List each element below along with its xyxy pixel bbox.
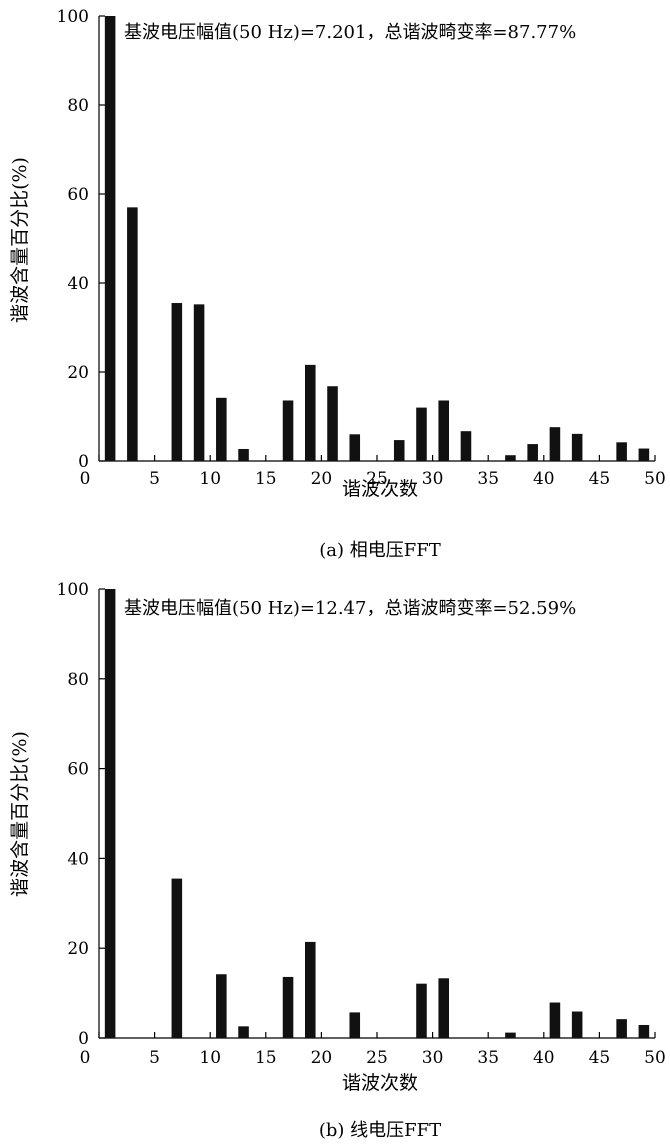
bar-harmonic-13 bbox=[238, 448, 249, 461]
bar-harmonic-11 bbox=[216, 397, 227, 461]
bar-harmonic-1 bbox=[104, 589, 116, 1038]
y-tick-label: 0 bbox=[78, 1029, 89, 1049]
bar-harmonic-37 bbox=[505, 1032, 516, 1038]
bar-harmonic-27 bbox=[393, 440, 405, 461]
y-tick-label: 60 bbox=[67, 760, 89, 780]
bar-harmonic-31 bbox=[438, 400, 450, 461]
x-tick-label: 40 bbox=[533, 469, 555, 489]
y-tick-label: 80 bbox=[67, 96, 89, 116]
bar-harmonic-33 bbox=[460, 431, 472, 461]
x-tick-label: 25 bbox=[366, 1048, 388, 1068]
y-tick-label: 100 bbox=[57, 7, 89, 27]
y-tick-label: 20 bbox=[67, 363, 89, 383]
x-tick-label: 0 bbox=[80, 1048, 91, 1068]
bar-harmonic-21 bbox=[327, 386, 338, 461]
bar-harmonic-47 bbox=[616, 442, 627, 461]
bar-harmonic-39 bbox=[527, 444, 538, 461]
chart-line-voltage-fft: 0 20 40 60 80 100 0 5 10 15 20 25 30 35 40 45 50 基波电压幅值(… bbox=[9, 580, 666, 1141]
x-tick-label: 15 bbox=[255, 469, 277, 489]
bar-harmonic-31 bbox=[438, 978, 450, 1038]
x-tick-label: 35 bbox=[477, 469, 499, 489]
y-axis-label: 谐波含量百分比(%) bbox=[9, 157, 31, 323]
x-tick-label: 10 bbox=[199, 1048, 221, 1068]
bar-harmonic-17 bbox=[282, 400, 294, 461]
bar-harmonic-7 bbox=[171, 303, 183, 461]
bar-harmonic-23 bbox=[349, 1012, 361, 1038]
bar-harmonic-3 bbox=[127, 207, 138, 461]
chart-phase-voltage-fft: 0 20 40 60 80 100 0 5 10 15 20 25 30 35 40 45 50 基波电压幅值(… bbox=[9, 7, 666, 561]
x-tick-label: 5 bbox=[149, 1048, 160, 1068]
bar-harmonic-9 bbox=[193, 304, 205, 461]
x-axis-label: 谐波次数 bbox=[342, 478, 418, 500]
x-tick-label: 0 bbox=[80, 469, 91, 489]
x-tick-label: 20 bbox=[311, 1048, 333, 1068]
x-tick-label: 35 bbox=[477, 1048, 499, 1068]
bar-harmonic-49 bbox=[638, 1024, 650, 1038]
plot-area: 0 20 40 60 80 100 0 5 10 15 20 25 30 35 40 45 50 bbox=[57, 7, 666, 489]
bar-harmonic-1 bbox=[104, 16, 116, 461]
bar-harmonic-13 bbox=[238, 1026, 249, 1038]
bar-harmonic-47 bbox=[616, 1019, 627, 1038]
y-axis-label: 谐波含量百分比(%) bbox=[9, 731, 31, 897]
y-tick-label: 0 bbox=[78, 452, 89, 472]
bar-harmonic-19 bbox=[304, 364, 316, 461]
x-tick-label: 30 bbox=[422, 469, 444, 489]
bar-harmonic-49 bbox=[638, 448, 650, 461]
chart-annotation: 基波电压幅值(50 Hz)=7.201，总谐波畸变率=87.77% bbox=[124, 22, 576, 43]
chart-caption: (b) 线电压FFT bbox=[319, 1120, 441, 1141]
bar-harmonic-37 bbox=[505, 455, 516, 461]
bar-harmonic-41 bbox=[549, 1002, 561, 1038]
y-tick-label: 20 bbox=[67, 939, 89, 959]
x-tick-label: 5 bbox=[149, 469, 160, 489]
y-tick-label: 100 bbox=[57, 580, 89, 600]
y-tick-label: 40 bbox=[67, 274, 89, 294]
bar-harmonic-41 bbox=[549, 427, 561, 461]
x-tick-label: 50 bbox=[644, 1048, 666, 1068]
x-tick-label: 30 bbox=[422, 1048, 444, 1068]
bar-harmonic-11 bbox=[216, 974, 227, 1038]
x-tick-label: 25 bbox=[366, 469, 388, 489]
bar-harmonic-43 bbox=[571, 433, 583, 461]
y-tick-label: 40 bbox=[67, 849, 89, 869]
x-tick-label: 40 bbox=[533, 1048, 555, 1068]
chart-annotation: 基波电压幅值(50 Hz)=12.47，总谐波畸变率=52.59% bbox=[124, 598, 576, 619]
bar-harmonic-29 bbox=[416, 407, 427, 461]
x-axis-label: 谐波次数 bbox=[342, 1072, 418, 1094]
plot-area: 0 20 40 60 80 100 0 5 10 15 20 25 30 35 40 45 50 bbox=[57, 580, 666, 1068]
chart-caption: (a) 相电压FFT bbox=[319, 540, 440, 561]
bar-harmonic-23 bbox=[349, 434, 361, 461]
bar-harmonic-29 bbox=[416, 983, 427, 1038]
x-tick-label: 45 bbox=[589, 469, 611, 489]
x-tick-label: 50 bbox=[644, 469, 666, 489]
x-tick-label: 20 bbox=[311, 469, 333, 489]
x-tick-label: 45 bbox=[589, 1048, 611, 1068]
bar-harmonic-43 bbox=[571, 1011, 583, 1038]
x-tick-label: 10 bbox=[199, 469, 221, 489]
bar-harmonic-19 bbox=[304, 941, 316, 1038]
x-tick-label: 15 bbox=[255, 1048, 277, 1068]
bar-harmonic-7 bbox=[171, 878, 183, 1038]
bar-harmonic-17 bbox=[282, 976, 294, 1038]
y-tick-label: 80 bbox=[67, 670, 89, 690]
y-tick-label: 60 bbox=[67, 185, 89, 205]
